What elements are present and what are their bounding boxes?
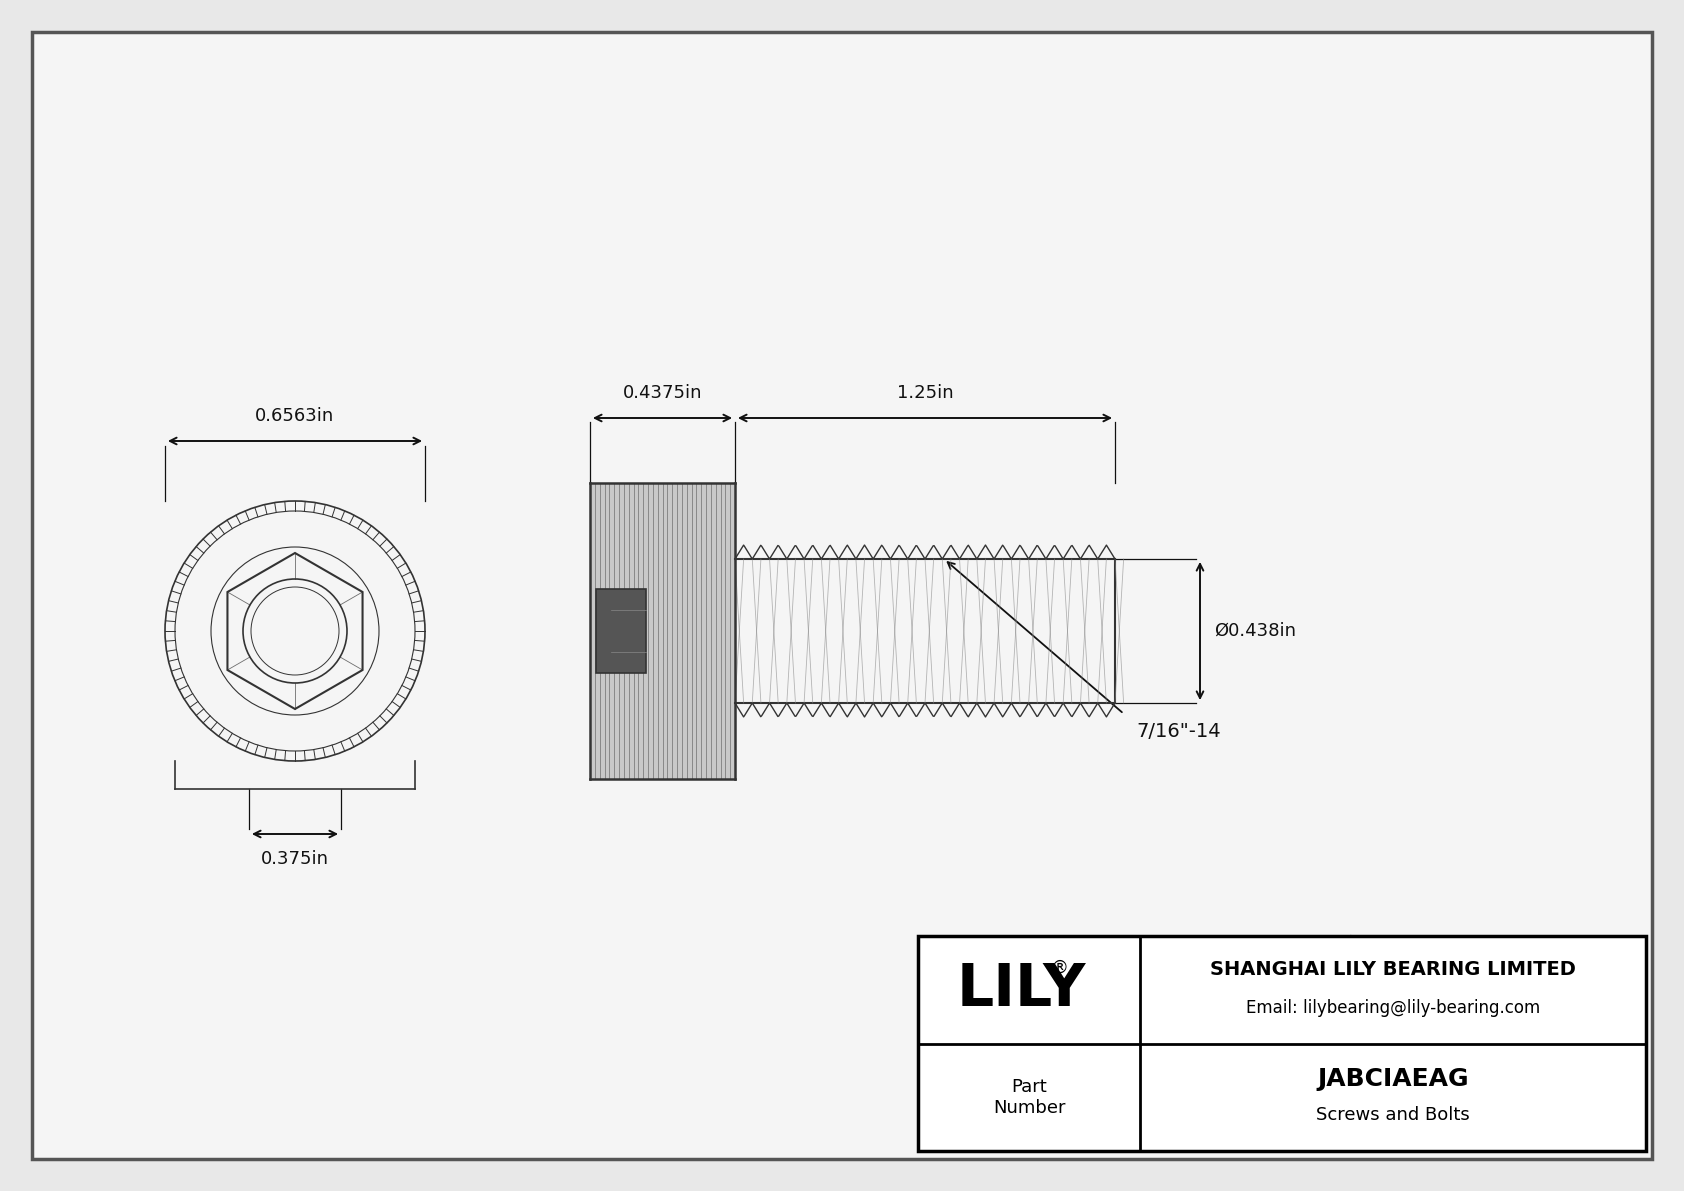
Text: JABCIAEAG: JABCIAEAG	[1317, 1067, 1468, 1091]
Text: Ø0.438in: Ø0.438in	[1214, 622, 1297, 640]
Text: 7/16"-14: 7/16"-14	[1137, 722, 1221, 741]
Text: SHANGHAI LILY BEARING LIMITED: SHANGHAI LILY BEARING LIMITED	[1211, 960, 1576, 979]
Text: Screws and Bolts: Screws and Bolts	[1317, 1106, 1470, 1124]
Bar	[589, 484, 734, 779]
Polygon shape	[1325, 936, 1369, 998]
Text: 0.4375in: 0.4375in	[623, 384, 702, 403]
Text: 0.375in: 0.375in	[261, 850, 328, 868]
Polygon shape	[1502, 1025, 1527, 1061]
Polygon shape	[1393, 974, 1519, 1061]
Text: LILY: LILY	[957, 961, 1086, 1018]
Text: 0.6563in: 0.6563in	[256, 407, 335, 425]
Text: Email: lilybearing@lily-bearing.com: Email: lilybearing@lily-bearing.com	[1246, 999, 1541, 1017]
Bar	[918, 936, 1645, 1151]
Text: ®: ®	[1051, 959, 1068, 977]
Text: 1.25in: 1.25in	[896, 384, 953, 403]
Bar	[596, 590, 647, 673]
Polygon shape	[1325, 936, 1415, 1019]
Text: Part
Number: Part Number	[994, 1078, 1066, 1117]
